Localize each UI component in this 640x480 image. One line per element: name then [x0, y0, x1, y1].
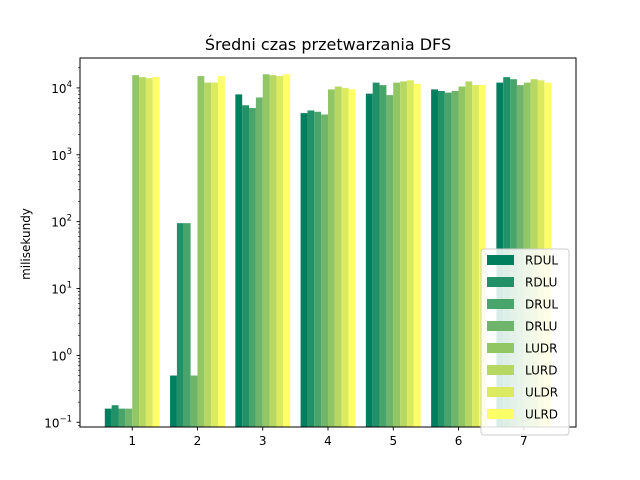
bar-ulrd-2 — [218, 76, 225, 427]
x-tick-label: 5 — [389, 434, 397, 448]
bar-lurd-4 — [334, 86, 342, 427]
legend-swatch-lurd — [487, 365, 514, 375]
legend-label-lurd: LURD — [525, 364, 557, 378]
bar-drul-4 — [314, 111, 322, 427]
bar-rdul-3 — [235, 94, 243, 427]
bar-uldr-1 — [145, 78, 153, 428]
legend-label-drlu: DRLU — [525, 320, 557, 334]
bar-lurd-6 — [465, 81, 473, 427]
bar-rdlu-5 — [372, 82, 380, 428]
y-tick-label: 103 — [51, 147, 72, 163]
bar-drlu-2 — [190, 375, 198, 427]
bar-lurd-5 — [400, 81, 407, 427]
x-tick-label: 1 — [128, 434, 136, 448]
x-tick-label: 3 — [259, 434, 267, 448]
plot-frame — [79, 57, 577, 428]
bar-lurd-1 — [139, 77, 146, 427]
legend-label-uldr: ULDR — [525, 386, 558, 400]
legend-swatch-drlu — [487, 321, 514, 331]
bar-rdul-6 — [431, 89, 438, 428]
y-axis: 10−1 100 101 102 103 104 — [44, 67, 80, 430]
bar-ulrd-1 — [152, 77, 160, 427]
bar-rdul-5 — [365, 93, 373, 427]
bar-rdlu-1 — [111, 405, 119, 427]
legend-label-rdul: RDUL — [525, 254, 558, 268]
bar-ludr-4 — [328, 89, 335, 428]
legend-swatch-ulrd — [487, 409, 514, 419]
bar-rdul-2 — [170, 375, 177, 427]
x-axis: 1 2 3 4 5 6 7 — [128, 427, 528, 448]
bar-ulrd-3 — [283, 74, 291, 427]
bar-drlu-3 — [255, 97, 263, 428]
bar-drul-2 — [183, 223, 191, 427]
bar-ludr-5 — [393, 82, 401, 428]
bar-uldr-2 — [211, 82, 219, 428]
x-tick-label: 2 — [194, 434, 202, 448]
bar-uldr-6 — [472, 85, 480, 427]
bar-uldr-5 — [406, 80, 414, 427]
y-tick-label: 10−1 — [44, 414, 72, 430]
legend: RDUL RDLU DRUL DRLU LUDR LURD ULDR ULRD — [480, 248, 570, 436]
bar-drlu-1 — [125, 408, 133, 427]
bar-uldr-3 — [276, 76, 284, 427]
bar-drul-1 — [118, 408, 126, 427]
bar-drlu-6 — [451, 90, 459, 427]
legend-label-ulrd: ULRD — [525, 408, 558, 422]
legend-swatch-ludr — [487, 343, 514, 353]
x-tick-label: 6 — [455, 434, 463, 448]
bar-rdlu-6 — [437, 90, 445, 427]
legend-label-rdlu: RDLU — [525, 276, 557, 290]
bar-lurd-3 — [269, 75, 277, 427]
bar-uldr-4 — [341, 87, 349, 427]
y-tick-label: 104 — [51, 80, 72, 96]
bar-drul-3 — [249, 108, 256, 427]
bar-lurd-2 — [204, 82, 212, 428]
bar-rdul-1 — [104, 408, 112, 427]
bar-rdul-4 — [300, 113, 308, 428]
y-tick-label: 101 — [51, 281, 72, 297]
bar-rdlu-4 — [307, 110, 315, 427]
chart-title: Średni czas przetwarzania DFS — [205, 35, 451, 54]
bar-ludr-1 — [132, 75, 140, 427]
x-tick-label: 4 — [324, 434, 332, 448]
bar-drul-5 — [379, 85, 387, 427]
y-tick-label: 102 — [51, 214, 72, 230]
legend-swatch-rdlu — [487, 277, 514, 287]
legend-label-drul: DRUL — [525, 298, 558, 312]
bar-drlu-4 — [321, 114, 328, 427]
bar-ludr-3 — [262, 74, 270, 427]
bar-ulrd-4 — [348, 89, 356, 428]
bar-ludr-2 — [197, 76, 205, 427]
bar-rdlu-3 — [242, 105, 250, 427]
bar-ulrd-5 — [413, 83, 421, 428]
legend-swatch-uldr — [487, 387, 514, 397]
legend-swatch-rdul — [487, 255, 514, 265]
y-tick-label: 100 — [51, 347, 72, 363]
bar-drul-6 — [444, 92, 452, 428]
bar-ludr-6 — [458, 86, 466, 427]
bar-rdlu-2 — [176, 223, 184, 427]
bar-drlu-5 — [386, 95, 394, 427]
legend-label-ludr: LUDR — [525, 342, 557, 356]
x-tick-label: 7 — [520, 434, 528, 448]
legend-swatch-drul — [487, 299, 514, 309]
y-axis-label: milisekundy — [19, 208, 33, 280]
